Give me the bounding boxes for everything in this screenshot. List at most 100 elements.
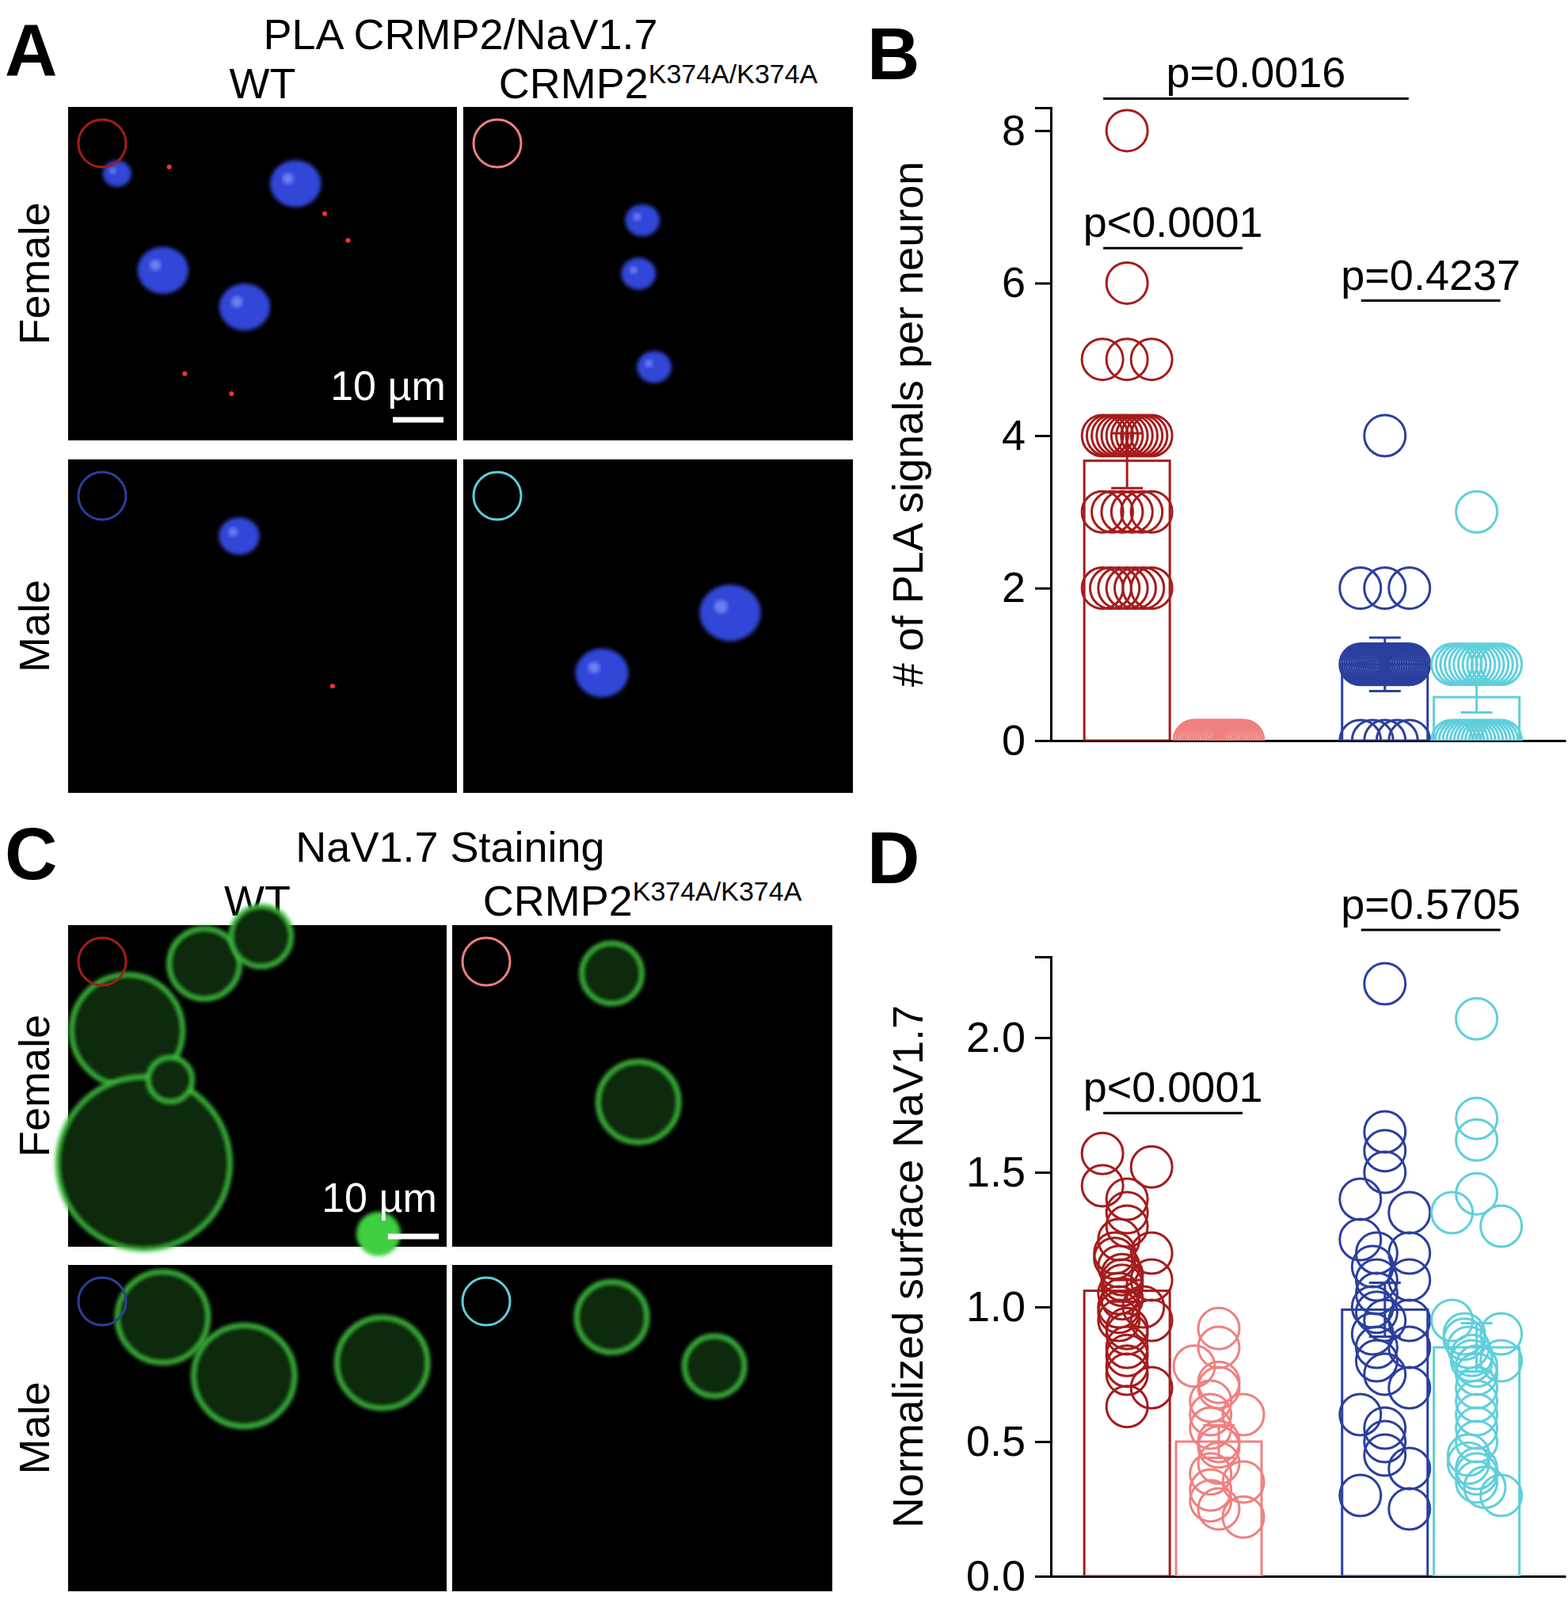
data-point bbox=[1351, 1245, 1393, 1287]
y-tick-label: 0.0 bbox=[966, 1551, 1026, 1599]
pla-dot bbox=[330, 683, 335, 689]
data-point bbox=[1364, 1353, 1406, 1395]
column-label: CRMP2K374A/K374A bbox=[483, 875, 803, 925]
column-label: WT bbox=[229, 59, 297, 107]
data-point bbox=[1389, 719, 1431, 741]
plot-area bbox=[1081, 962, 1522, 1576]
data-point bbox=[1464, 1466, 1506, 1508]
nucleus bbox=[624, 204, 660, 236]
column-label-base: CRMP2 bbox=[483, 876, 633, 925]
data-point bbox=[1190, 1480, 1232, 1522]
data-point bbox=[1456, 490, 1498, 533]
y-tick: 1.5 bbox=[966, 1147, 1051, 1196]
y-tick-mark bbox=[1035, 586, 1051, 590]
row-label: Female bbox=[10, 201, 58, 345]
bar bbox=[1084, 460, 1170, 741]
data-point bbox=[1339, 1178, 1382, 1220]
micrograph-background bbox=[68, 459, 457, 793]
error-bar-stem bbox=[1475, 1322, 1478, 1371]
significance-line bbox=[1103, 1111, 1243, 1115]
y-tick-label: 8 bbox=[1001, 106, 1026, 154]
y-tick: 1.0 bbox=[966, 1282, 1051, 1330]
data-point bbox=[1130, 1299, 1173, 1341]
data-point bbox=[1456, 1118, 1498, 1161]
y-tick-label: 4 bbox=[1001, 411, 1026, 459]
chart: D0.00.51.01.52.0Normalized surface NaV1.… bbox=[867, 817, 1567, 1599]
pla-dot bbox=[228, 391, 234, 396]
data-point bbox=[1364, 1151, 1406, 1193]
data-point bbox=[1126, 414, 1168, 457]
scale-bar-label: 10 µm bbox=[330, 362, 446, 409]
y-tick: 8 bbox=[1001, 106, 1051, 154]
group-swatch bbox=[78, 1277, 126, 1325]
panel-letter: D bbox=[867, 817, 920, 899]
nucleolus bbox=[714, 599, 728, 613]
micrograph bbox=[452, 1264, 833, 1591]
panel-title: PLA CRMP2/NaV1.7 bbox=[262, 10, 658, 58]
cell-membrane bbox=[57, 1076, 231, 1250]
cell-membrane bbox=[230, 905, 292, 967]
y-tick-mark bbox=[1035, 1305, 1051, 1309]
data-point bbox=[1456, 1453, 1498, 1495]
micrograph-background bbox=[68, 1264, 447, 1591]
micrograph bbox=[463, 459, 853, 793]
significance-label: p<0.0001 bbox=[1083, 1062, 1264, 1111]
data-point bbox=[1389, 1259, 1431, 1301]
data-point bbox=[1364, 1111, 1406, 1153]
row-label: Male bbox=[10, 1381, 58, 1474]
row-label: Female bbox=[10, 1014, 58, 1157]
data-point bbox=[1130, 490, 1173, 533]
data-point bbox=[1121, 414, 1163, 457]
micrograph bbox=[57, 905, 447, 1256]
cell-membrane bbox=[581, 942, 643, 1004]
panel-letter: C bbox=[4, 813, 58, 895]
nucleolus bbox=[231, 296, 243, 308]
panel-letter: A bbox=[4, 9, 58, 91]
data-point bbox=[1431, 1191, 1473, 1234]
micrograph-background bbox=[463, 459, 853, 793]
nucleus bbox=[699, 584, 761, 641]
scale-bar-label: 10 µm bbox=[321, 1174, 438, 1221]
significance-label: p=0.4237 bbox=[1340, 251, 1521, 299]
error-bar-cap bbox=[1369, 636, 1401, 640]
y-tick: 2.0 bbox=[966, 1012, 1051, 1061]
row-label: Male bbox=[10, 579, 58, 673]
data-point bbox=[1090, 567, 1132, 609]
group-swatch bbox=[78, 937, 126, 986]
scale-bar bbox=[388, 1233, 439, 1240]
y-axis-line bbox=[1035, 108, 1052, 742]
data-point bbox=[1364, 414, 1406, 457]
cell-membrane bbox=[336, 1316, 429, 1409]
data-point bbox=[1222, 1393, 1264, 1435]
data-point bbox=[1389, 1299, 1431, 1341]
y-tick-mark bbox=[1035, 1440, 1051, 1443]
micrograph-background bbox=[452, 1264, 833, 1591]
nucleus bbox=[102, 160, 132, 187]
y-tick-mark bbox=[1035, 1036, 1051, 1039]
error-bar-stem bbox=[1475, 681, 1478, 713]
data-point bbox=[1122, 567, 1165, 609]
group-swatch bbox=[462, 937, 510, 986]
data-point bbox=[1130, 1259, 1173, 1301]
data-point bbox=[1456, 1420, 1498, 1462]
group-swatch bbox=[78, 119, 126, 168]
nucleolus bbox=[228, 527, 238, 537]
column-label-sup: K374A/K374A bbox=[648, 58, 819, 89]
bar bbox=[1342, 1309, 1428, 1576]
y-tick: 2 bbox=[1001, 563, 1051, 611]
nucleolus bbox=[633, 213, 642, 221]
column-label: CRMP2K374A/K374A bbox=[498, 58, 819, 107]
data-point bbox=[1130, 414, 1173, 457]
cell-membrane bbox=[193, 1324, 296, 1428]
significance-label: p=0.5705 bbox=[1340, 879, 1521, 928]
data-point bbox=[1198, 1307, 1240, 1349]
data-point bbox=[1456, 997, 1498, 1039]
data-point bbox=[1364, 1434, 1406, 1476]
data-point bbox=[1122, 1286, 1165, 1328]
panel-letter: B bbox=[867, 13, 920, 95]
data-point bbox=[1364, 567, 1406, 609]
cell-membrane bbox=[148, 1057, 194, 1103]
data-point bbox=[1480, 719, 1523, 741]
panel-title: NaV1.7 Staining bbox=[295, 822, 605, 871]
y-tick-label: 1.0 bbox=[966, 1282, 1026, 1330]
